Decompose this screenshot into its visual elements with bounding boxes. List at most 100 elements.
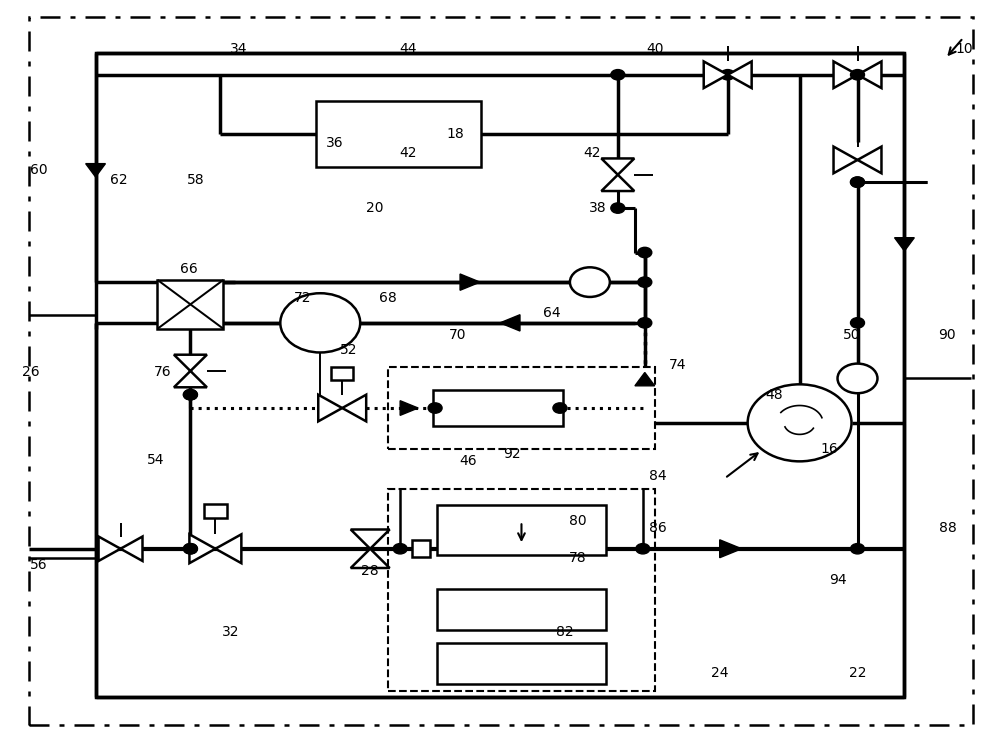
Text: 18: 18 (446, 127, 464, 141)
Text: 68: 68 (379, 292, 397, 306)
Polygon shape (834, 147, 858, 173)
Bar (437, 589, 606, 630)
Polygon shape (858, 62, 881, 88)
Circle shape (280, 293, 360, 352)
Bar (96, 53, 904, 697)
Polygon shape (342, 395, 366, 421)
Bar (331, 367, 353, 380)
Circle shape (183, 544, 197, 554)
Polygon shape (601, 174, 634, 191)
Text: 46: 46 (459, 454, 477, 468)
Circle shape (748, 384, 852, 462)
Circle shape (636, 544, 650, 554)
Text: 70: 70 (449, 329, 467, 343)
Polygon shape (720, 539, 742, 558)
Text: 90: 90 (939, 329, 956, 343)
Text: 26: 26 (22, 366, 39, 379)
Bar (437, 643, 606, 684)
Polygon shape (728, 62, 752, 88)
Text: 54: 54 (147, 453, 164, 467)
Text: 88: 88 (939, 521, 956, 535)
Text: 72: 72 (294, 292, 311, 306)
Circle shape (721, 70, 735, 80)
Circle shape (851, 544, 864, 554)
Text: 64: 64 (543, 306, 561, 321)
Polygon shape (318, 395, 342, 421)
Polygon shape (601, 159, 634, 174)
Polygon shape (500, 315, 520, 331)
Text: 32: 32 (222, 625, 239, 639)
Circle shape (851, 177, 864, 187)
Text: 38: 38 (589, 201, 607, 215)
Text: 60: 60 (30, 162, 47, 177)
Text: 48: 48 (766, 388, 783, 401)
Text: 16: 16 (821, 441, 838, 456)
Text: 66: 66 (180, 262, 197, 276)
FancyBboxPatch shape (29, 17, 973, 725)
Text: 36: 36 (326, 136, 344, 150)
Polygon shape (189, 534, 215, 563)
Bar (157, 280, 223, 329)
Text: 28: 28 (361, 564, 379, 578)
Polygon shape (704, 62, 728, 88)
Circle shape (638, 277, 652, 287)
Polygon shape (858, 147, 881, 173)
Bar (204, 505, 227, 518)
Text: 24: 24 (711, 666, 728, 680)
Text: 52: 52 (339, 344, 357, 357)
Polygon shape (174, 355, 207, 371)
Polygon shape (121, 536, 142, 561)
Circle shape (183, 390, 197, 400)
Circle shape (838, 364, 877, 393)
Text: 10: 10 (956, 42, 973, 56)
Text: 76: 76 (154, 366, 171, 379)
Text: 50: 50 (843, 329, 860, 343)
Circle shape (638, 247, 652, 257)
Text: 20: 20 (366, 201, 384, 215)
Polygon shape (400, 401, 418, 416)
Circle shape (611, 203, 625, 213)
Text: 56: 56 (30, 558, 47, 572)
Circle shape (611, 70, 625, 80)
Polygon shape (351, 530, 390, 549)
Text: 84: 84 (649, 469, 667, 483)
Bar (388, 490, 655, 691)
Polygon shape (86, 164, 105, 177)
Polygon shape (99, 536, 121, 561)
Text: 94: 94 (829, 573, 846, 587)
Bar (316, 102, 481, 167)
Bar (388, 367, 655, 449)
Circle shape (183, 390, 197, 400)
Circle shape (428, 403, 442, 413)
Text: 22: 22 (849, 666, 866, 680)
Text: 62: 62 (110, 173, 127, 187)
Circle shape (851, 70, 864, 80)
Bar (433, 390, 563, 426)
Text: 80: 80 (569, 513, 587, 528)
Text: 78: 78 (569, 551, 587, 565)
Text: 82: 82 (556, 625, 574, 639)
Circle shape (570, 267, 610, 297)
Text: 44: 44 (399, 42, 417, 56)
Bar (412, 540, 430, 557)
Text: 40: 40 (646, 42, 664, 56)
Polygon shape (460, 274, 480, 290)
Bar (437, 505, 606, 556)
Circle shape (851, 177, 864, 187)
Circle shape (851, 318, 864, 328)
Polygon shape (834, 62, 858, 88)
Circle shape (183, 544, 197, 554)
Text: 42: 42 (583, 145, 601, 160)
Text: 34: 34 (230, 42, 247, 56)
Polygon shape (215, 534, 241, 563)
Text: 92: 92 (503, 447, 521, 461)
Polygon shape (174, 371, 207, 387)
Text: 74: 74 (669, 358, 687, 372)
Circle shape (393, 544, 407, 554)
Circle shape (638, 318, 652, 328)
Text: 86: 86 (649, 521, 667, 535)
Text: 42: 42 (399, 145, 417, 160)
Polygon shape (351, 549, 390, 568)
Text: 58: 58 (187, 173, 204, 187)
Circle shape (553, 403, 567, 413)
